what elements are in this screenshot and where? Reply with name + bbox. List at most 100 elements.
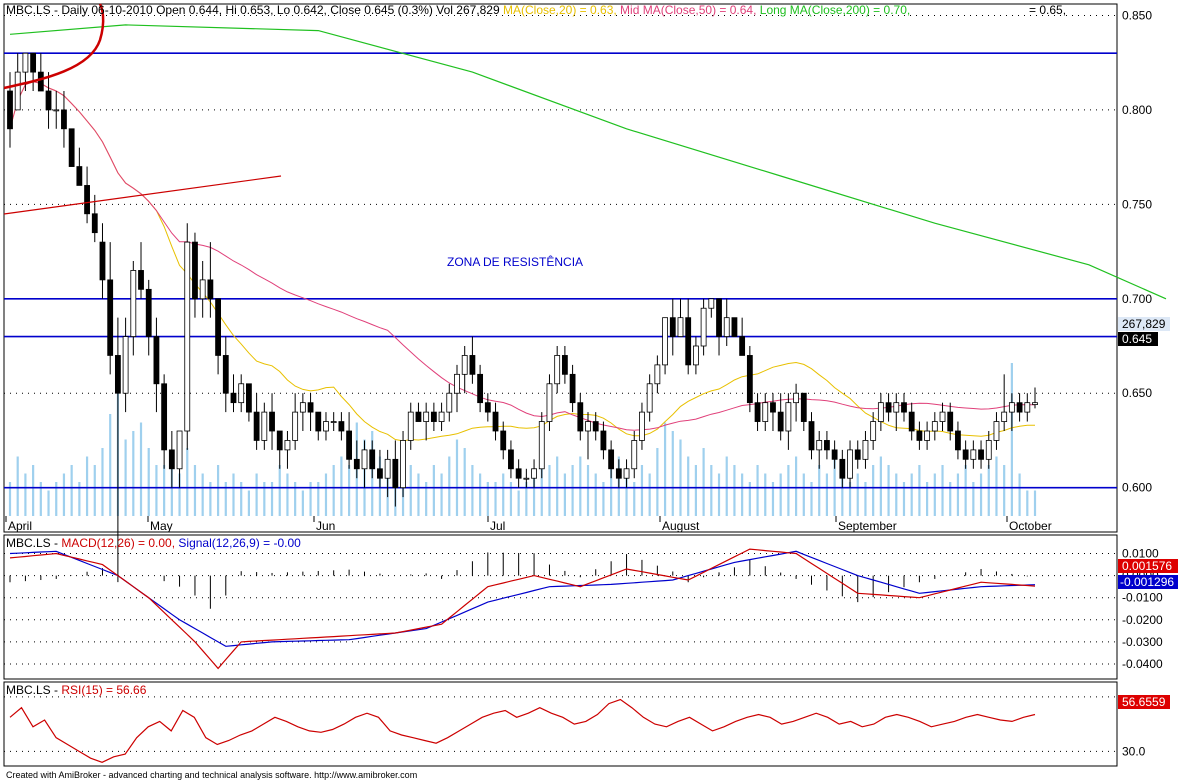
macd-tick-label: -0.0300 (1122, 635, 1163, 649)
candle (168, 431, 175, 488)
candle (384, 449, 391, 498)
candle (407, 402, 414, 450)
candle (238, 374, 245, 413)
candle (700, 298, 707, 356)
candle (515, 459, 522, 488)
rsi-title: MBC.LS - RSI(15) = 56.66 (6, 683, 147, 697)
candle (269, 393, 275, 450)
candle (430, 402, 437, 431)
candle (484, 393, 491, 422)
candle (1016, 393, 1023, 422)
candle (808, 412, 815, 460)
candle (222, 336, 229, 413)
rsi-panel: MBC.LS - RSI(15) = 56.66 30.0 56.6559 (3, 681, 1170, 767)
candle (916, 421, 923, 450)
signal-line (9, 550, 1036, 647)
candle (631, 431, 638, 479)
candle (877, 393, 884, 431)
rsi-y-axis: 30.0 (1122, 744, 1146, 758)
candle (423, 402, 430, 441)
macd-tick-label: -0.0400 (1122, 657, 1163, 671)
macd-tick-label: 0.0100 (1122, 547, 1159, 561)
candle (392, 440, 399, 507)
candle (207, 242, 214, 318)
price-tick-label: 0.750 (1122, 197, 1152, 211)
candle (662, 317, 668, 375)
candle (353, 440, 360, 479)
candle (91, 194, 98, 243)
macd-tick-label: -0.0200 (1122, 613, 1163, 627)
candle (84, 166, 90, 224)
macd-line (9, 548, 1036, 670)
candle (924, 421, 931, 450)
price-tick-label: 0.650 (1122, 386, 1152, 400)
candle (215, 298, 221, 375)
macd-panel: MBC.LS - MACD(12,26) = 0.00, Signal(12,2… (3, 534, 1178, 680)
candle (739, 317, 746, 356)
candle (731, 317, 738, 337)
candle (299, 393, 306, 431)
rsi-badge-bg (1118, 695, 1170, 709)
price-tick-label: 0.700 (1122, 292, 1152, 306)
candle (577, 393, 584, 441)
candle (762, 393, 769, 431)
candle (415, 402, 422, 422)
candle (862, 431, 869, 469)
month-label: August (662, 519, 700, 533)
month-label: May (150, 519, 173, 533)
candle (330, 412, 337, 431)
resistance-zone-label: ZONA DE RESISTÊNCIA (447, 254, 583, 269)
candle (947, 402, 954, 441)
candle (122, 317, 129, 413)
month-label: April (8, 519, 32, 533)
candle (438, 402, 445, 431)
ma50-line (9, 81, 1036, 431)
candle (831, 440, 838, 469)
candle (685, 298, 692, 375)
candle (153, 317, 160, 413)
candle (469, 336, 476, 384)
red-arc (3, 3, 105, 90)
candle (931, 412, 938, 441)
close-badge-bg (1118, 332, 1158, 346)
candle (639, 402, 645, 450)
candle (1032, 387, 1038, 409)
month-label: October (1009, 519, 1052, 533)
candle (14, 53, 21, 111)
candle (677, 298, 684, 337)
rsi-badge: 56.6559 (1122, 695, 1166, 709)
ma200-line (9, 24, 1167, 300)
candle (37, 53, 44, 92)
candle (377, 449, 383, 488)
candle (130, 261, 137, 356)
macd-badge: 0.001576 (1122, 559, 1172, 573)
rsi-line (9, 698, 1036, 763)
candle (716, 298, 722, 356)
candle (1024, 393, 1031, 422)
price-tick-label: 0.600 (1122, 481, 1152, 495)
price-panel: ZONA DE RESISTÊNCIA MBC.LS - Daily 06-10… (3, 3, 1170, 583)
rsi-tick-label: 30.0 (1122, 744, 1146, 758)
candle (962, 440, 969, 469)
candle (615, 459, 622, 488)
candle (800, 392, 807, 431)
candle (785, 393, 792, 450)
candle (592, 412, 599, 441)
candle (61, 91, 67, 148)
macd-badge-bg (1118, 559, 1178, 573)
moving-averages (9, 24, 1167, 442)
candle (184, 223, 191, 450)
month-label: Jun (316, 519, 335, 533)
candle (985, 431, 992, 469)
candle (292, 393, 299, 450)
candle (669, 298, 676, 356)
candle (993, 412, 1000, 450)
candle (839, 449, 846, 488)
candle (7, 72, 13, 148)
candle (492, 402, 499, 441)
candle (53, 91, 60, 129)
candle (585, 412, 591, 460)
candle (646, 374, 653, 422)
candle (1008, 393, 1015, 431)
